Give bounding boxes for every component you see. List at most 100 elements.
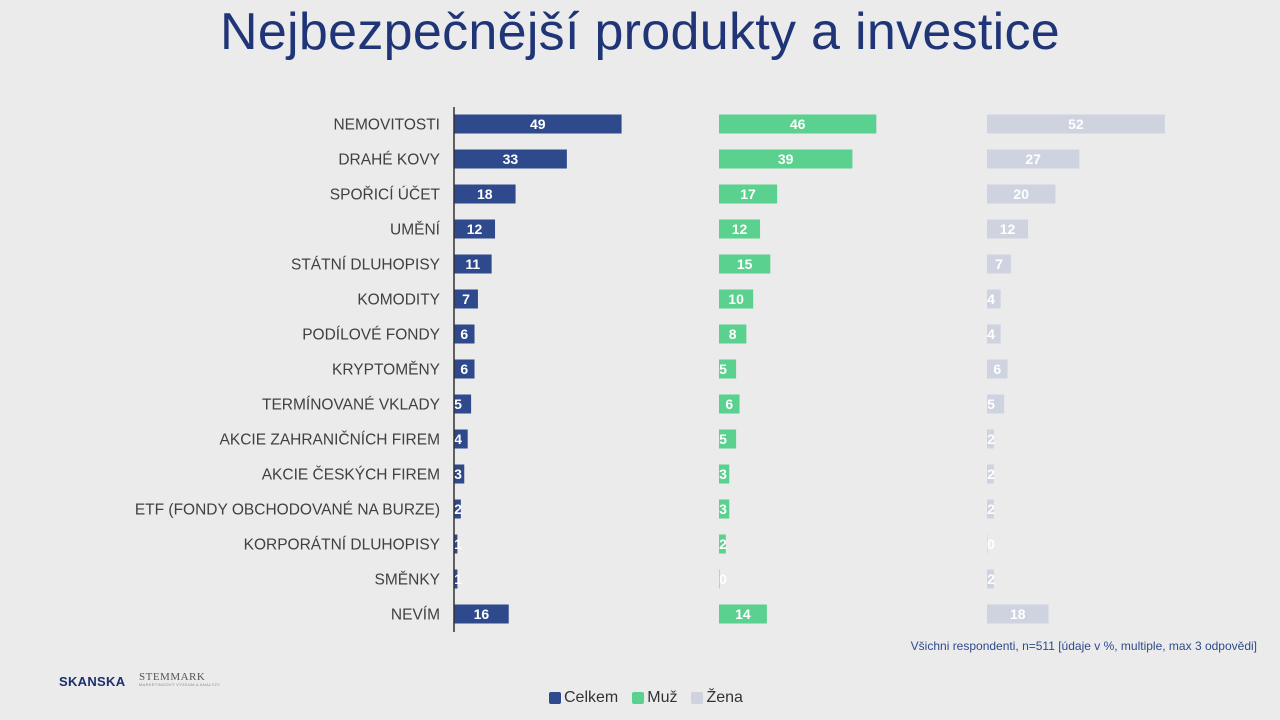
bar-0: [454, 184, 516, 204]
data-label: 2: [987, 501, 995, 517]
data-label: 5: [987, 396, 995, 412]
bar-0: [454, 464, 465, 484]
data-label: 7: [462, 291, 470, 307]
data-label: 39: [778, 151, 794, 167]
bar-1: [719, 289, 754, 309]
bar-0: [454, 149, 567, 169]
data-label: 17: [740, 186, 756, 202]
category-label: AKCIE ZAHRANIČNÍCH FIREM: [220, 432, 440, 449]
bar-2: [987, 184, 1056, 204]
data-label: 12: [467, 221, 483, 237]
bar-2: [987, 429, 994, 449]
category-label: KOMODITY: [357, 292, 440, 309]
bar-0: [454, 569, 458, 589]
legend-label-celkem: Celkem: [564, 689, 619, 706]
stemmark-logo-text: STEMMARK: [139, 671, 206, 683]
category-label: KORPORÁTNÍ DLUHOPISY: [244, 537, 440, 554]
data-label: 5: [454, 396, 462, 412]
data-label: 1: [454, 536, 462, 552]
bar-1: [719, 149, 853, 169]
data-label: 3: [454, 466, 462, 482]
category-label: SMĚNKY: [375, 572, 440, 589]
data-label: 10: [728, 291, 744, 307]
legend-label-muz: Muž: [647, 689, 678, 706]
data-label: 8: [729, 326, 737, 342]
data-label: 2: [719, 536, 727, 552]
bar-0: [454, 394, 472, 414]
legend-swatch-celkem: [549, 692, 561, 704]
data-label: 5: [719, 431, 727, 447]
data-label: 4: [987, 326, 995, 342]
data-label: 12: [1000, 221, 1016, 237]
category-label: STÁTNÍ DLUHOPISY: [291, 257, 440, 274]
data-label: 49: [530, 116, 546, 132]
bar-1: [719, 464, 730, 484]
data-label: 27: [1025, 151, 1041, 167]
data-label: 52: [1068, 116, 1084, 132]
bar-0: [454, 604, 509, 624]
data-label: 2: [987, 466, 995, 482]
legend-item-celkem: Celkem: [549, 689, 618, 707]
bar-1: [719, 499, 730, 519]
bar-2: [987, 534, 988, 554]
legend-item-muz: Muž: [632, 689, 677, 707]
data-label: 2: [454, 501, 462, 517]
bar-2: [987, 114, 1165, 134]
legend-swatch-muz: [632, 692, 645, 704]
data-label: 6: [725, 396, 733, 412]
data-label: 3: [719, 466, 727, 482]
legend-label-zena: Žena: [706, 689, 743, 706]
category-label: ETF (FONDY OBCHODOVANÉ NA BURZE): [135, 502, 440, 519]
bar-2: [987, 604, 1049, 624]
data-label: 0: [987, 536, 995, 552]
data-label: 6: [460, 326, 468, 342]
bar-0: [454, 429, 468, 449]
bar-1: [719, 184, 778, 204]
data-label: 1: [454, 571, 462, 587]
bar-0: [454, 359, 475, 379]
bar-1: [719, 324, 747, 344]
data-label: 6: [460, 361, 468, 377]
data-label: 7: [995, 256, 1003, 272]
bar-1: [719, 114, 877, 134]
bar-2: [987, 394, 1005, 414]
bar-1: [719, 429, 737, 449]
data-label: 11: [465, 256, 480, 272]
bar-0: [454, 254, 492, 274]
data-label: 20: [1013, 186, 1029, 202]
data-label: 33: [503, 151, 519, 167]
bar-0: [454, 499, 461, 519]
bar-2: [987, 289, 1001, 309]
bar-1: [719, 569, 720, 589]
data-label: 46: [790, 116, 806, 132]
bar-1: [719, 604, 767, 624]
data-label: 15: [737, 256, 753, 272]
category-label: PODÍLOVÉ FONDY: [302, 327, 440, 344]
data-label: 6: [993, 361, 1001, 377]
bar-2: [987, 464, 994, 484]
legend-item-zena: Žena: [691, 689, 743, 707]
category-label: UMĚNÍ: [390, 222, 441, 239]
bar-0: [454, 289, 478, 309]
bar-2: [987, 149, 1080, 169]
legend-swatch-zena: [691, 692, 704, 704]
data-label: 14: [735, 606, 751, 622]
sample-note: Všichni respondenti, n=511 [údaje v %, m…: [910, 639, 1257, 653]
stemmark-logo-subtitle: MARKETINGOVÝ VÝZKUM A ANALÝZY: [139, 682, 221, 687]
bar-2: [987, 569, 994, 589]
category-label: DRAHÉ KOVY: [338, 152, 440, 169]
data-label: 4: [454, 431, 462, 447]
category-label: AKCIE ČESKÝCH FIREM: [262, 467, 440, 484]
bar-0: [454, 324, 475, 344]
data-label: 12: [732, 221, 748, 237]
bar-0: [454, 534, 458, 554]
data-label: 3: [719, 501, 727, 517]
data-label: 18: [477, 186, 493, 202]
bar-1: [719, 254, 771, 274]
chart-legend: Celkem Muž Žena: [549, 689, 743, 707]
page-title: Nejbezpečnější produkty a investice: [219, 3, 1061, 61]
category-label: SPOŘICÍ ÚČET: [330, 187, 441, 204]
stemmark-logo: STEMMARK MARKETINGOVÝ VÝZKUM A ANALÝZY: [139, 671, 220, 687]
data-label: 0: [719, 571, 727, 587]
